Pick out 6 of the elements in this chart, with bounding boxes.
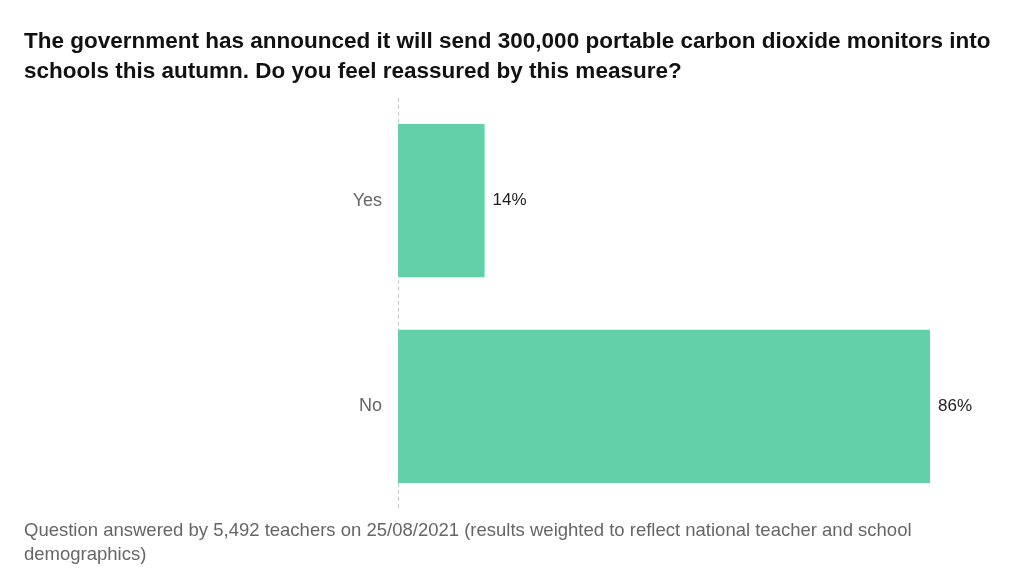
data-label: 86% bbox=[938, 396, 973, 416]
y-tick-label: No bbox=[358, 395, 382, 416]
data-label: 14% bbox=[492, 190, 527, 210]
chart-title: The government has announced it will send 300,000 portable carbon dioxide monitors into schools this autumn. Do you feel reassured by this measure? bbox=[24, 27, 992, 85]
text: Question answered by 5,492 teachers on 25/08/2021 (results weighted to reflect national teacher and school demographics) bbox=[24, 518, 913, 566]
y-tick-label: Yes bbox=[352, 189, 382, 210]
